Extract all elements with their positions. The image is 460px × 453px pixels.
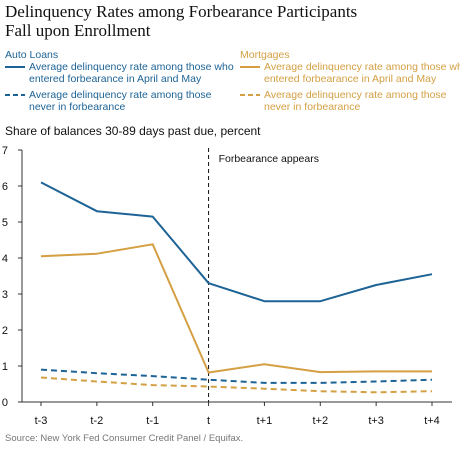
y-tick-label: 3 [2, 289, 8, 301]
x-tick-label: t+2 [312, 415, 328, 427]
legend-mortgage-solid-line-2: entered forbearance in April and May [264, 73, 437, 85]
legend-auto-solid-line-2: entered forbearance in April and May [29, 73, 202, 85]
x-tick-label: t-3 [35, 415, 48, 427]
x-tick-label: t+3 [368, 415, 384, 427]
legend-mortgage-dashed-line-1: Average delinquency rate among those [264, 89, 447, 101]
y-tick-label: 0 [2, 397, 8, 409]
y-axis-subtitle: Share of balances 30-89 days past due, p… [5, 124, 261, 138]
y-tick-label: 6 [2, 181, 8, 193]
y-tick-label: 4 [2, 253, 8, 265]
x-tick-label: t+1 [257, 415, 273, 427]
legend-mortgage-dashed-line-2: never in forbearance [264, 101, 361, 113]
legend-auto-dashed-swatch [5, 94, 25, 96]
legend-auto-title: Auto Loans [5, 49, 59, 61]
legend-mortgage-dashed-swatch [240, 94, 260, 96]
x-tick-label: t-2 [90, 415, 103, 427]
chart-title-line-1: Delinquency Rates among Forbearance Part… [5, 2, 358, 21]
source-note: Source: New York Fed Consumer Credit Pan… [5, 433, 244, 444]
series-auto-solid-line [40, 181, 433, 303]
legend-auto-dashed-line-1: Average delinquency rate among those [29, 89, 212, 101]
series-mortgage-solid-line [40, 243, 432, 374]
y-tick-label: 1 [2, 361, 8, 373]
legend-auto-solid-swatch [5, 66, 25, 68]
legend-mortgage-solid-swatch [240, 66, 260, 68]
chart-title-line-2: Fall upon Enrollment [5, 21, 151, 40]
y-tick-label: 2 [2, 325, 8, 337]
y-tick-label: 5 [2, 217, 8, 229]
y-tick-label: 7 [2, 145, 8, 157]
legend-auto-solid-line-1: Average delinquency rate among those who [29, 61, 234, 73]
chart-title: Delinquency Rates among Forbearance Part… [5, 2, 357, 40]
legend-mortgage-solid-line-1: Average delinquency rate among those who [264, 61, 460, 73]
x-tick-label: t [207, 415, 210, 427]
series-auto-dashed-line [40, 368, 433, 384]
line-chart: 0 1 2 3 4 5 6 7 t-3 t-2 t-1 t t+1 t+2 t+3 t+4 Forbearanc… [2, 145, 452, 427]
series-mortgage-dashed-line [40, 376, 433, 394]
x-tick-label: t-1 [146, 415, 159, 427]
legend-auto-dashed-line-2: never in forbearance [29, 101, 126, 113]
legend-mortgage-title: Mortgages [240, 49, 290, 61]
forbearance-annotation: Forbearance appears [219, 153, 319, 165]
x-tick-label: t+4 [424, 415, 440, 427]
